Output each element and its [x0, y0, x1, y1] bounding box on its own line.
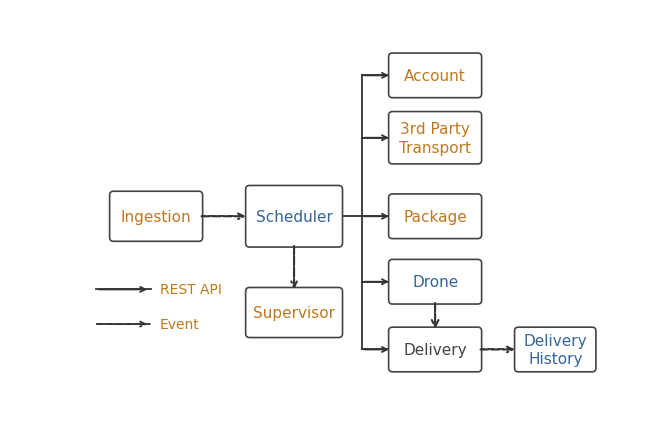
FancyBboxPatch shape	[389, 112, 482, 165]
Text: Supervisor: Supervisor	[253, 305, 335, 320]
FancyBboxPatch shape	[389, 260, 482, 304]
Text: Drone: Drone	[412, 275, 458, 289]
FancyBboxPatch shape	[389, 194, 482, 239]
Text: Scheduler: Scheduler	[255, 209, 333, 224]
Text: Package: Package	[403, 209, 467, 224]
FancyBboxPatch shape	[389, 327, 482, 372]
FancyBboxPatch shape	[110, 192, 203, 242]
FancyBboxPatch shape	[389, 54, 482, 98]
Text: Delivery: Delivery	[403, 342, 467, 357]
FancyBboxPatch shape	[246, 186, 343, 248]
Text: Ingestion: Ingestion	[121, 209, 191, 224]
Text: REST API: REST API	[160, 283, 222, 297]
Text: Delivery
History: Delivery History	[523, 333, 587, 366]
Text: Account: Account	[404, 69, 466, 84]
FancyBboxPatch shape	[515, 327, 596, 372]
Text: 3rd Party
Transport: 3rd Party Transport	[399, 122, 471, 155]
Text: Event: Event	[160, 317, 200, 331]
FancyBboxPatch shape	[246, 288, 343, 338]
